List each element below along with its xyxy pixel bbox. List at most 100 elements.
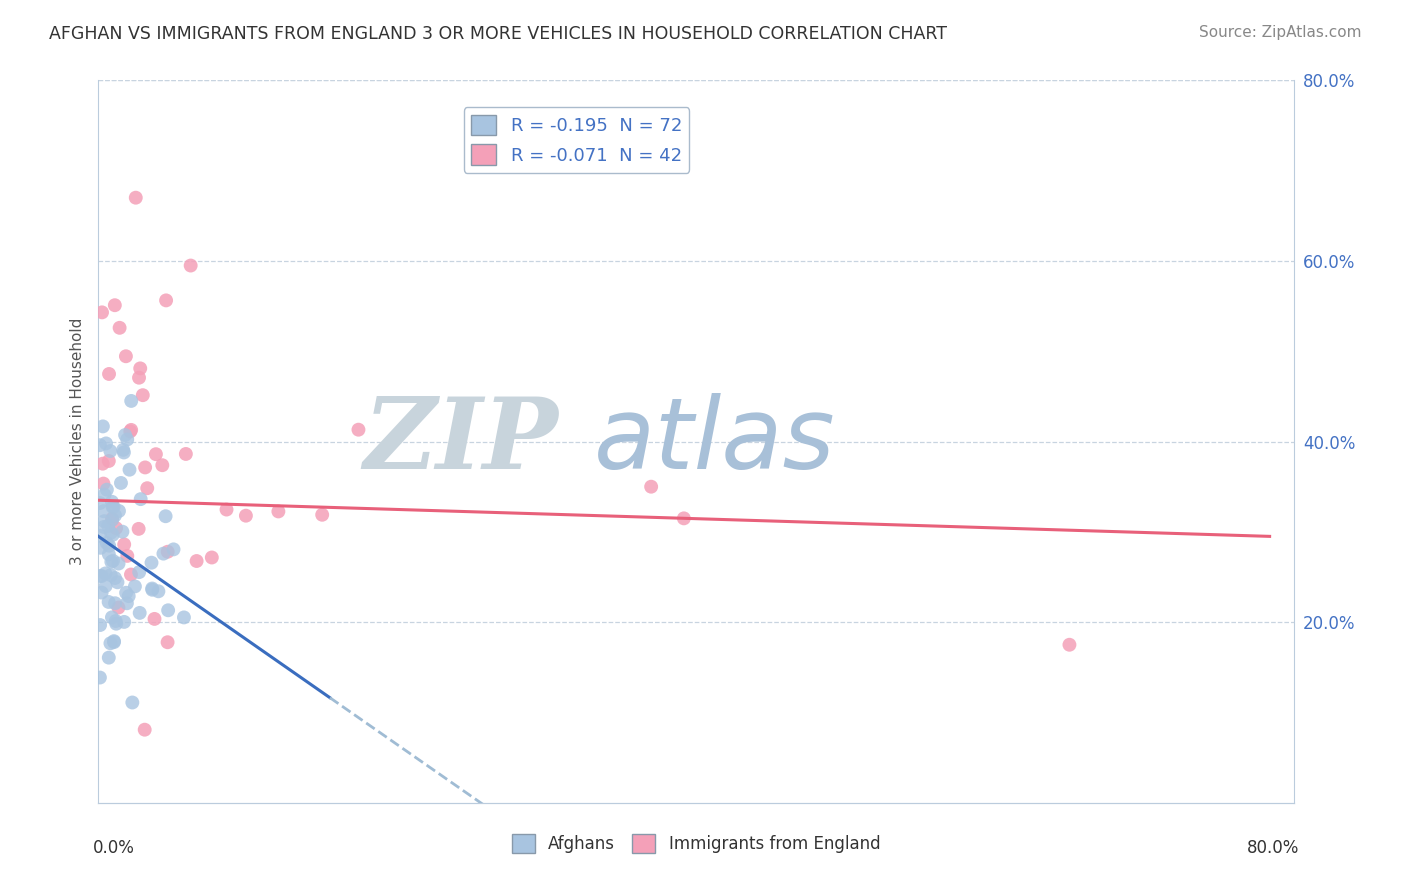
Point xyxy=(120,567,142,582)
Text: 80.0%: 80.0% xyxy=(1247,838,1299,857)
Point xyxy=(128,522,150,536)
Point xyxy=(118,589,141,603)
Point xyxy=(89,671,111,685)
Point xyxy=(90,541,112,555)
Point xyxy=(101,610,124,624)
Text: 0.0%: 0.0% xyxy=(93,838,135,857)
Point xyxy=(104,298,127,312)
Point xyxy=(125,191,148,205)
Point xyxy=(93,476,115,491)
Point xyxy=(141,582,163,596)
Point xyxy=(103,634,125,648)
Point xyxy=(128,606,150,620)
Point xyxy=(141,556,163,570)
Point xyxy=(91,419,114,434)
Point xyxy=(120,423,142,437)
Point xyxy=(132,388,155,402)
Point xyxy=(115,596,138,610)
Point xyxy=(93,514,115,528)
Legend: Afghans, Immigrants from England: Afghans, Immigrants from England xyxy=(505,827,887,860)
Point xyxy=(94,566,117,581)
Point xyxy=(120,425,142,439)
Point xyxy=(100,636,122,650)
Point xyxy=(112,537,135,551)
Point xyxy=(107,575,129,590)
Point xyxy=(93,520,115,534)
Point xyxy=(118,463,141,477)
Point xyxy=(103,635,125,649)
Point xyxy=(97,547,120,561)
Point xyxy=(94,579,117,593)
Point xyxy=(96,483,118,497)
Point xyxy=(150,458,173,473)
Point xyxy=(128,565,150,579)
Point xyxy=(91,305,114,319)
Point xyxy=(108,320,131,334)
Y-axis label: 3 or more Vehicles in Household: 3 or more Vehicles in Household xyxy=(69,318,84,566)
Text: atlas: atlas xyxy=(595,393,837,490)
Point xyxy=(104,571,127,585)
Point xyxy=(136,481,159,495)
Point xyxy=(201,550,224,565)
Point xyxy=(94,436,117,450)
Point xyxy=(105,616,128,631)
Point xyxy=(134,460,156,475)
Point xyxy=(235,508,257,523)
Point xyxy=(347,423,370,437)
Point xyxy=(89,438,111,452)
Point xyxy=(117,549,139,563)
Point xyxy=(100,568,122,582)
Point xyxy=(148,584,170,599)
Point xyxy=(121,696,143,710)
Point xyxy=(93,488,115,502)
Point xyxy=(101,495,124,509)
Point xyxy=(134,723,156,737)
Point xyxy=(114,428,136,442)
Point xyxy=(101,528,124,542)
Point xyxy=(104,596,127,610)
Point xyxy=(101,500,124,514)
Point xyxy=(100,555,122,569)
Point xyxy=(89,618,111,632)
Point xyxy=(174,447,197,461)
Point xyxy=(129,361,152,376)
Point xyxy=(1059,638,1081,652)
Point xyxy=(173,610,195,624)
Point xyxy=(107,600,129,615)
Point xyxy=(91,457,114,471)
Point xyxy=(186,554,208,568)
Point xyxy=(101,512,124,526)
Point xyxy=(97,519,120,533)
Point xyxy=(162,542,184,557)
Point xyxy=(124,579,146,593)
Point xyxy=(157,603,180,617)
Point xyxy=(112,615,135,629)
Point xyxy=(115,586,138,600)
Point xyxy=(128,370,150,384)
Point xyxy=(115,433,138,447)
Point xyxy=(93,504,115,518)
Point xyxy=(104,508,127,523)
Text: Source: ZipAtlas.com: Source: ZipAtlas.com xyxy=(1198,25,1361,40)
Text: ZIP: ZIP xyxy=(364,393,558,490)
Point xyxy=(152,547,174,561)
Point xyxy=(111,524,134,539)
Point xyxy=(155,509,177,524)
Point xyxy=(97,650,120,665)
Point xyxy=(141,582,163,597)
Text: AFGHAN VS IMMIGRANTS FROM ENGLAND 3 OR MORE VEHICLES IN HOUSEHOLD CORRELATION CH: AFGHAN VS IMMIGRANTS FROM ENGLAND 3 OR M… xyxy=(49,25,948,43)
Point xyxy=(180,259,202,273)
Point xyxy=(112,442,135,457)
Point xyxy=(215,502,238,516)
Point xyxy=(97,595,120,609)
Point xyxy=(89,569,111,583)
Point xyxy=(98,444,121,458)
Point xyxy=(105,521,128,535)
Point xyxy=(100,525,122,540)
Point xyxy=(101,554,124,568)
Point xyxy=(640,480,662,494)
Point xyxy=(155,293,177,308)
Point xyxy=(156,545,179,559)
Point xyxy=(89,496,111,510)
Point xyxy=(156,635,179,649)
